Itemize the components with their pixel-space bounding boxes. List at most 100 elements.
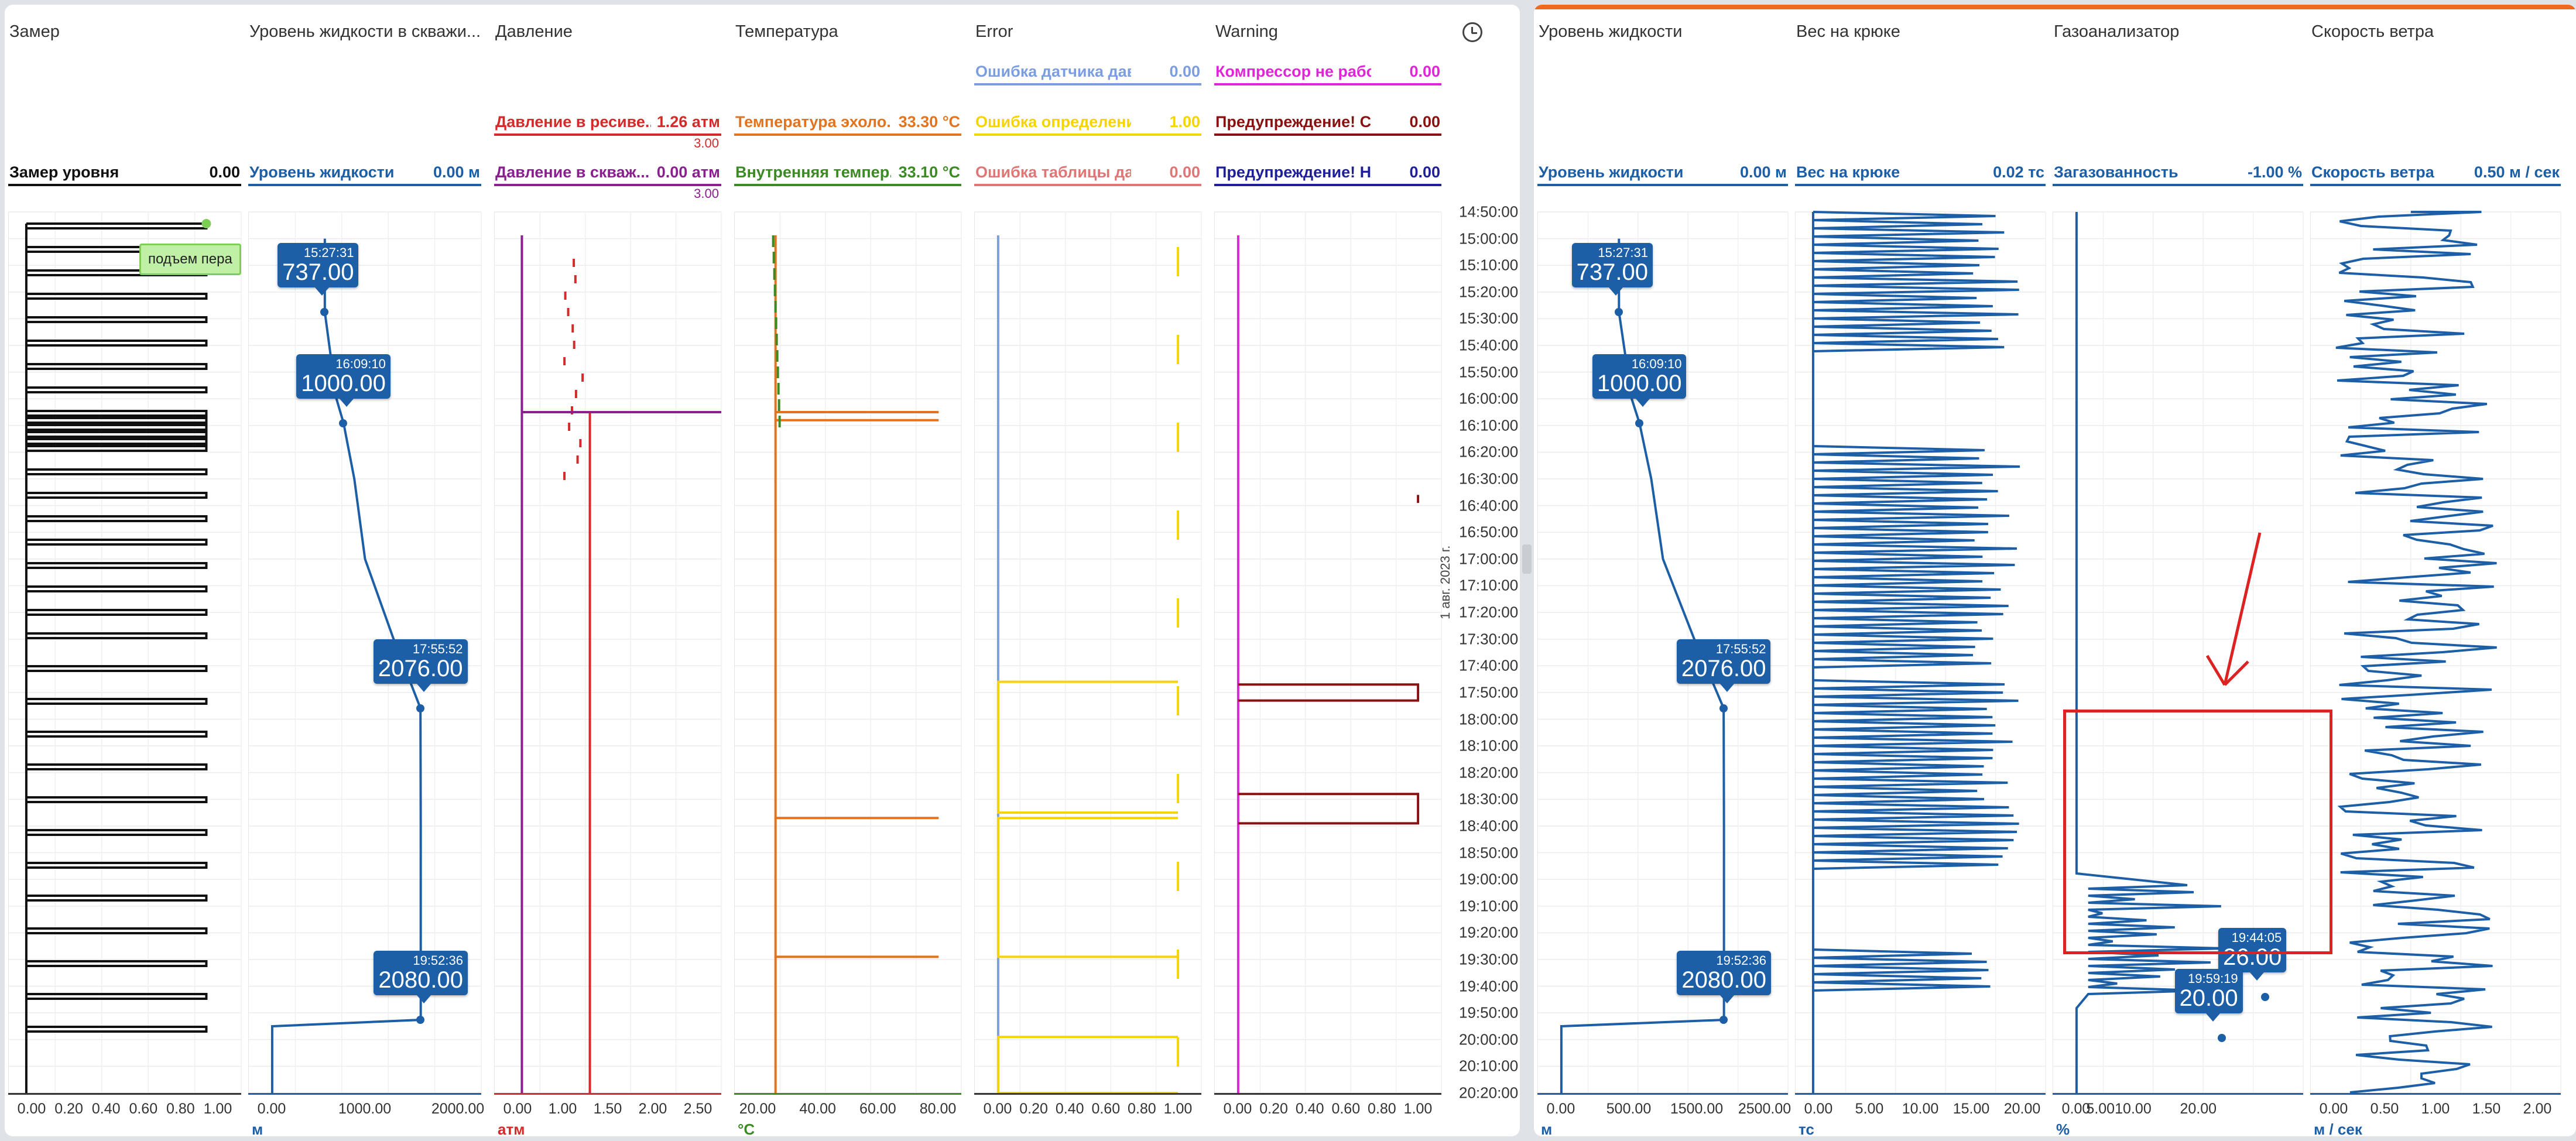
legend-line xyxy=(974,83,1201,85)
legend-line xyxy=(248,184,481,186)
plot-area[interactable] xyxy=(8,211,242,1094)
pen-marker xyxy=(201,219,211,228)
legend-name: Уровень жидкости xyxy=(249,163,395,181)
callout-time: 19:44:05 xyxy=(2231,930,2282,945)
callout-dot xyxy=(1614,308,1623,317)
axis-tick-label: 0.60 xyxy=(129,1101,158,1117)
callout-dot xyxy=(1635,419,1643,428)
plot-svg xyxy=(1215,211,1442,1094)
legend-name: Вес на крюке xyxy=(1796,163,1900,181)
legend-entry[interactable]: Вес на крюке 0.02 тс xyxy=(1795,159,2046,186)
plot-area[interactable] xyxy=(2310,211,2561,1094)
column-title: Уровень жидкости xyxy=(1539,22,1683,41)
legend-line xyxy=(1214,133,1441,136)
axis-tick-label: 20.00 xyxy=(2003,1101,2041,1117)
legend-entry[interactable]: Давление в скваж... 0.00 атм 3.00 xyxy=(494,159,721,201)
axis-tick-label: 2.00 xyxy=(638,1101,667,1117)
legend-entry[interactable]: Уровень жидкости 0.00 м xyxy=(248,159,481,186)
value-callout[interactable]: 19:52:36 2080.00 xyxy=(374,951,468,1004)
callout-dot xyxy=(1719,704,1728,712)
time-tick-label: 19:00:00 xyxy=(1459,870,1519,888)
x-axis: 0.00 1000.00 2000.00 м xyxy=(248,1093,485,1136)
legend-entry[interactable]: Загазованность -1.00 % xyxy=(2053,159,2303,186)
axis-tick-label: 0.40 xyxy=(1055,1101,1084,1117)
value-callout[interactable]: 15:27:31 737.00 xyxy=(1571,243,1653,296)
axis-tick-label: 5.00 xyxy=(1855,1101,1884,1117)
legend-line xyxy=(1795,184,2046,186)
plot-area[interactable] xyxy=(734,211,962,1094)
axis-unit: атм xyxy=(498,1121,525,1136)
time-tick-label: 18:20:00 xyxy=(1459,763,1519,782)
time-tick-label: 17:50:00 xyxy=(1459,683,1519,701)
pen-note-tooltip: подъем пера xyxy=(139,244,241,275)
value-callout[interactable]: 17:55:52 2076.00 xyxy=(373,639,468,692)
legend-value: 0.00 xyxy=(1409,113,1440,131)
legend-entry[interactable]: Ошибка таблицы давл... 0.00 xyxy=(974,159,1201,186)
value-callout[interactable]: 19:59:19 20.00 xyxy=(2174,968,2243,1022)
column-title: Газоанализатор xyxy=(2054,22,2180,41)
splitter-handle[interactable] xyxy=(1522,544,1532,574)
legend-entry[interactable]: Предупреждение! Нас... 0.00 xyxy=(1214,159,1441,186)
axis-tick-label: 500.00 xyxy=(1606,1101,1652,1117)
callout-time: 15:27:31 xyxy=(303,245,354,261)
plot-area[interactable] xyxy=(1214,211,1442,1094)
legend-name: Скорость ветра xyxy=(2311,163,2434,181)
legend-name: Ошибка датчика давл... xyxy=(975,63,1131,80)
column-title: Error xyxy=(975,22,1013,41)
time-tick-label: 19:40:00 xyxy=(1459,977,1519,995)
axis-tick-label: 0.00 xyxy=(1546,1101,1575,1117)
legend-entry[interactable]: Компрессор не работа... 0.00 xyxy=(1214,59,1441,85)
legend-name: Предупреждение! Нас... xyxy=(1215,163,1371,181)
value-callout[interactable]: 17:55:52 2076.00 xyxy=(1676,639,1771,692)
axis-tick-label: 0.60 xyxy=(1091,1101,1121,1117)
time-tick-label: 15:00:00 xyxy=(1459,229,1519,248)
legend-entry[interactable]: Замер уровня 0.00 xyxy=(8,159,241,186)
time-tick-label: 15:50:00 xyxy=(1459,363,1519,381)
time-tick-label: 14:50:00 xyxy=(1459,203,1519,221)
plot-svg xyxy=(735,211,962,1094)
annotation-arrow xyxy=(2205,532,2262,686)
time-tick-label: 20:20:00 xyxy=(1459,1084,1519,1102)
legend-name: Предупреждение! Сил... xyxy=(1215,113,1371,131)
legend-name: Ошибка таблицы давл... xyxy=(975,163,1131,181)
callout-value: 2080.00 xyxy=(378,967,463,993)
time-tick-label: 16:50:00 xyxy=(1459,523,1519,541)
column-title: Температура xyxy=(735,22,838,41)
legend-entry[interactable]: Уровень жидкости 0.00 м xyxy=(1537,159,1788,186)
chart-column-2: Давление Давление в ресиве... 1.26 атм 3.00… xyxy=(491,5,725,1136)
callout-time: 16:09:10 xyxy=(335,357,386,372)
legend-entry[interactable]: Ошибка датчика давл... 0.00 xyxy=(974,59,1201,85)
x-axis: 0.00 0.50 1.00 1.50 2.00 м / сек xyxy=(2310,1093,2561,1136)
legend-value: 0.00 м xyxy=(1739,163,1787,181)
x-axis: 0.00 5.00 10.00 20.00% xyxy=(2053,1093,2303,1136)
time-tick-label: 16:10:00 xyxy=(1459,416,1519,434)
legend-entry[interactable]: Давление в ресиве... 1.26 атм 3.00 xyxy=(494,109,721,150)
plot-area[interactable] xyxy=(974,211,1202,1094)
value-callout[interactable]: 15:27:31 737.00 xyxy=(278,243,359,296)
axis-tick-label: 40.00 xyxy=(799,1101,836,1117)
time-tick-label: 15:40:00 xyxy=(1459,336,1519,354)
axis-unit: % xyxy=(2056,1121,2070,1136)
legend-entry[interactable]: Внутренняя темпер... 33.10 °C xyxy=(734,159,961,186)
value-callout[interactable]: 19:52:36 2080.00 xyxy=(1677,951,1771,1004)
legend-entry[interactable]: Ошибка определения ... 1.00 xyxy=(974,109,1201,136)
value-callout[interactable]: 19:44:05 26.00 xyxy=(2218,928,2287,981)
legend-line xyxy=(974,184,1201,186)
plot-area[interactable] xyxy=(494,211,722,1094)
axis-tick-label: 5.00 xyxy=(2086,1101,2115,1117)
value-callout[interactable]: 16:09:10 1000.00 xyxy=(1592,354,1687,407)
legend-line xyxy=(734,133,961,136)
plot-area[interactable] xyxy=(1795,211,2046,1094)
axis-tick-label: 0.00 xyxy=(1223,1101,1252,1117)
series-wind xyxy=(2335,211,2497,1094)
legend-entry[interactable]: Предупреждение! Сил... 0.00 xyxy=(1214,109,1441,136)
clock-icon[interactable] xyxy=(1462,22,1482,42)
left-panel: Замер Замер уровня 0.00 0.00 0.20 0.40 0.60 0.8… xyxy=(5,5,1520,1136)
callout-value: 737.00 xyxy=(282,259,354,286)
axis-tick-label: 0.40 xyxy=(91,1101,121,1117)
legend-entry[interactable]: Скорость ветра 0.50 м / сек xyxy=(2310,159,2561,186)
legend-entry[interactable]: Температура эхоло... 33.30 °C xyxy=(734,109,961,136)
axis-tick-label: 2000.00 xyxy=(431,1101,485,1117)
value-callout[interactable]: 16:09:10 1000.00 xyxy=(296,354,390,407)
plot-svg xyxy=(1796,211,2046,1094)
